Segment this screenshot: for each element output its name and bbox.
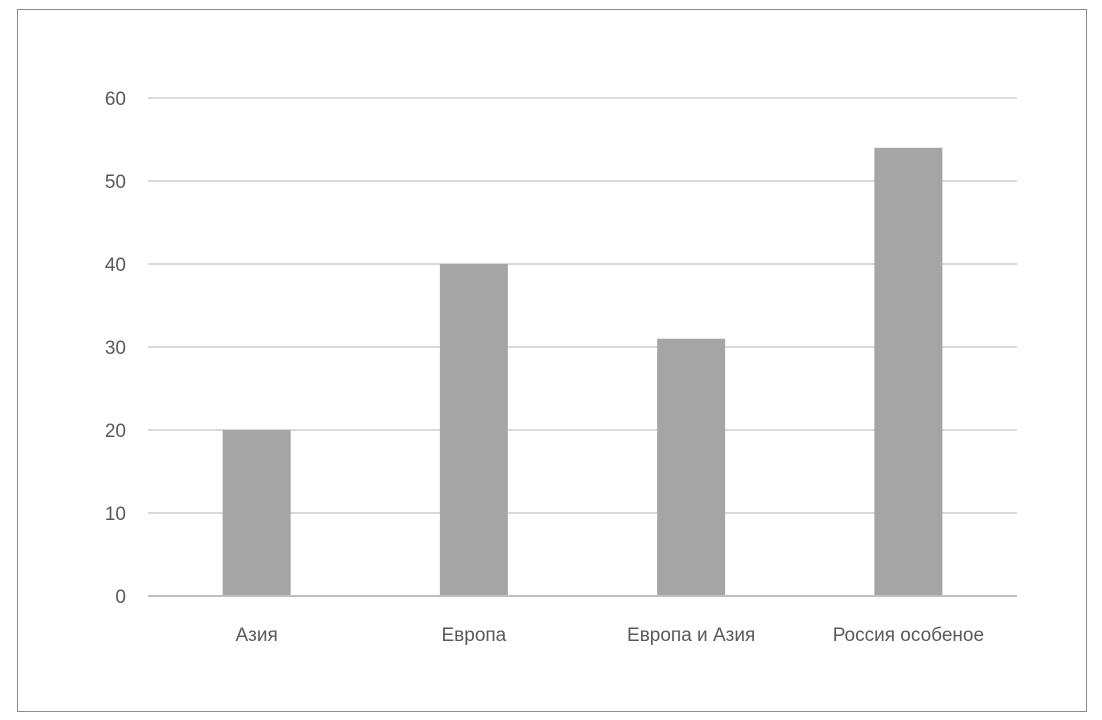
y-tick-label: 20 bbox=[105, 421, 126, 442]
bar bbox=[439, 264, 508, 596]
y-tick-label: 60 bbox=[105, 89, 126, 110]
y-tick-label: 10 bbox=[105, 504, 126, 525]
bars bbox=[222, 147, 943, 597]
y-tick-labels: 0 10 20 30 40 50 60 bbox=[105, 89, 126, 608]
x-tick-label: Европа bbox=[441, 625, 506, 646]
x-tick-label: Россия особеное bbox=[833, 625, 984, 646]
x-tick-label: Азия bbox=[235, 625, 277, 646]
bar bbox=[657, 338, 726, 596]
y-tick-label: 50 bbox=[105, 172, 126, 193]
y-tick-label: 30 bbox=[105, 338, 126, 359]
x-tick-label: Европа и Азия bbox=[627, 625, 755, 646]
y-tick-label: 0 bbox=[115, 587, 126, 608]
gridlines bbox=[148, 97, 1017, 514]
bar bbox=[874, 147, 943, 597]
x-tick-labels: Азия Европа Европа и Азия Россия особеное bbox=[235, 625, 984, 646]
bar bbox=[222, 430, 291, 596]
y-tick-label: 40 bbox=[105, 255, 126, 276]
